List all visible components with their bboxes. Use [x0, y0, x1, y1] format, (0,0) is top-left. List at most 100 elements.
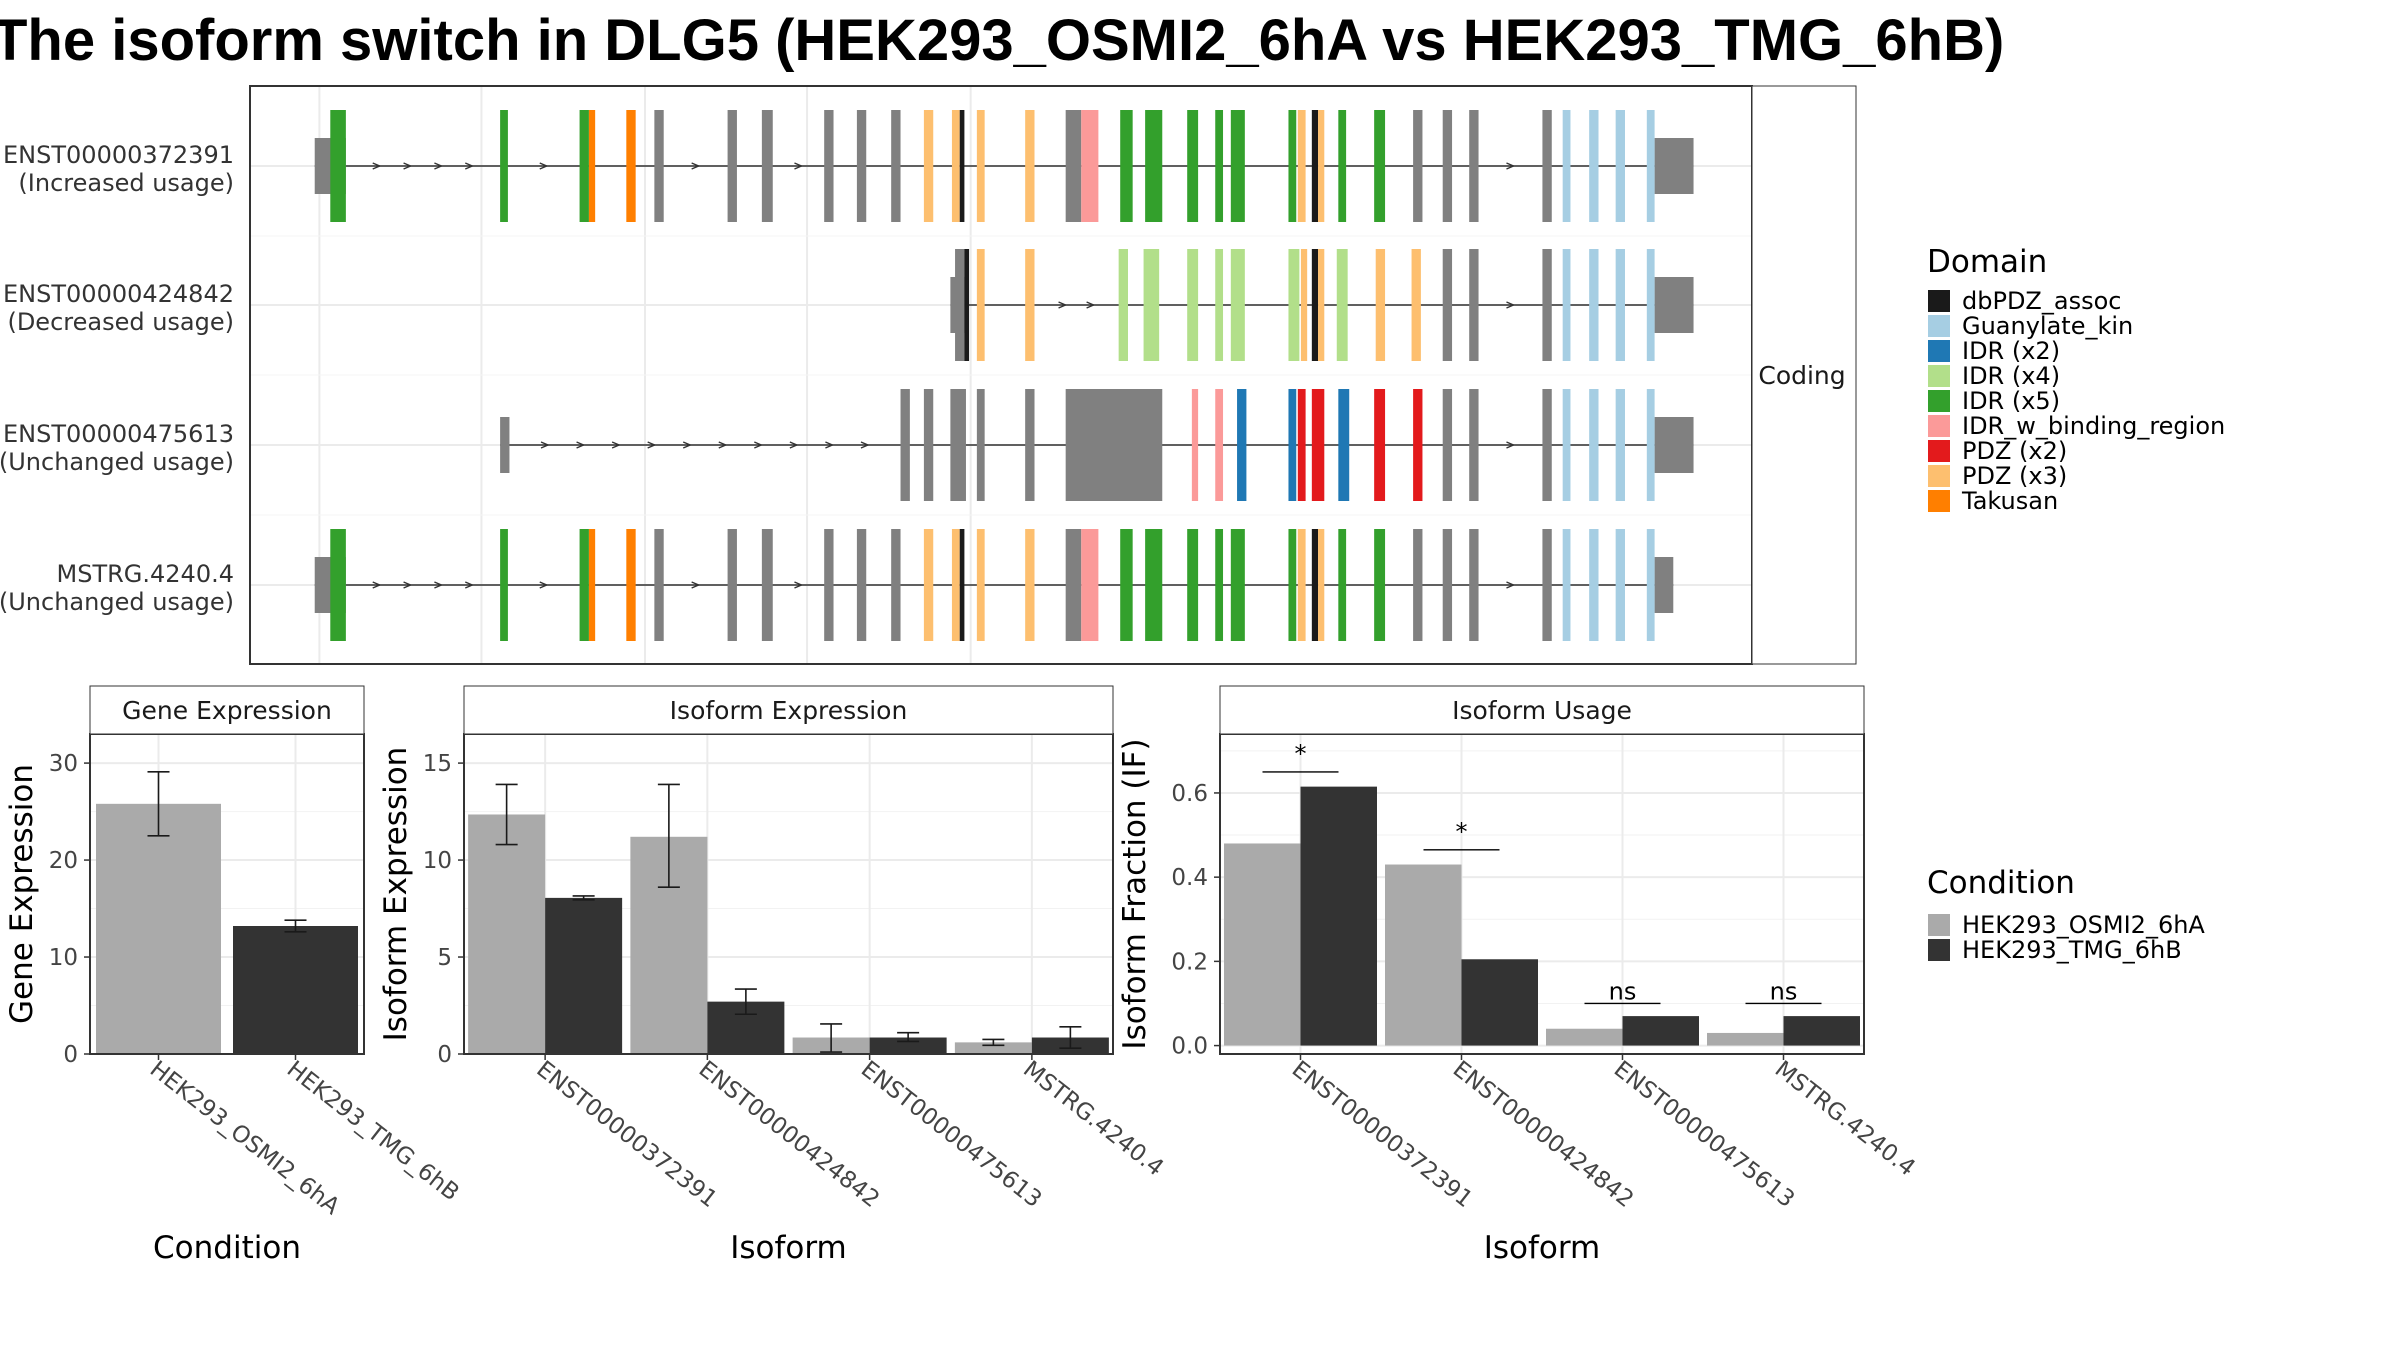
- exon-domain: [1318, 249, 1325, 361]
- utr-3prime: [1654, 138, 1694, 194]
- exon-coding: [1442, 529, 1453, 641]
- strand-arrow: [434, 581, 444, 589]
- strand-arrow: [825, 441, 835, 449]
- y-tick-label: 0: [63, 1042, 78, 1068]
- exon-domain: [923, 529, 934, 641]
- exon-domain: [1562, 110, 1571, 222]
- isoform-usage-label: (Unchanged usage): [0, 588, 234, 616]
- exon-domain: [330, 529, 346, 641]
- exon-domain: [1143, 249, 1160, 361]
- domain-legend-key: [1928, 290, 1950, 312]
- strand-arrow: [789, 441, 799, 449]
- exon-domain: [1615, 389, 1625, 501]
- exon-domain: [1646, 389, 1655, 501]
- x-axis-title: Condition: [153, 1230, 301, 1266]
- exon-domain: [923, 110, 934, 222]
- exon-domain: [1230, 110, 1245, 222]
- error-bar: [147, 771, 170, 837]
- panel-strip-label: Gene Expression: [122, 696, 332, 725]
- domain-legend-label: Guanylate_kin: [1962, 312, 2133, 340]
- bar: [1385, 864, 1462, 1046]
- strand-arrow: [403, 581, 413, 589]
- exon-domain: [1374, 529, 1386, 641]
- exon-domain: [579, 529, 589, 641]
- exon-domain: [1311, 389, 1325, 501]
- x-tick-label: ENST00000424842: [694, 1056, 884, 1213]
- exon-domain: [959, 110, 965, 222]
- exon-domain: [1297, 389, 1306, 501]
- strand-arrow: [1506, 301, 1516, 309]
- exon-domain: [1300, 249, 1308, 361]
- exon-coding: [1469, 110, 1479, 222]
- exon-domain: [1562, 249, 1571, 361]
- exon-coding: [1469, 529, 1479, 641]
- domain-legend-label: IDR (x2): [1962, 337, 2060, 365]
- facet-strip-bg: [1751, 85, 1857, 665]
- exon-domain: [1081, 529, 1099, 641]
- exon-domain: [1338, 110, 1347, 222]
- strand-arrow: [691, 581, 701, 589]
- exon-domain: [588, 529, 596, 641]
- bar: [1707, 1032, 1784, 1046]
- panel-strip-label: Isoform Usage: [1452, 696, 1632, 725]
- x-tick-label: ENST00000372391: [531, 1056, 721, 1213]
- y-axis-title: Isoform Expression: [378, 747, 414, 1042]
- exon-coding: [1542, 529, 1552, 641]
- exon-domain: [1288, 389, 1297, 501]
- significance-label: *: [1295, 740, 1307, 768]
- bar: [1300, 786, 1377, 1046]
- exon-domain: [1215, 529, 1224, 641]
- utr-5prime: [500, 417, 510, 473]
- exon-domain: [1375, 249, 1386, 361]
- exon-domain: [976, 110, 985, 222]
- domain-legend-label: Takusan: [1961, 487, 2058, 515]
- condition-legend-label: HEK293_OSMI2_6hA: [1962, 911, 2205, 939]
- exon-domain: [579, 110, 589, 222]
- bar: [468, 814, 546, 1054]
- utr-3prime: [1654, 557, 1674, 613]
- y-tick-label: 20: [49, 848, 78, 874]
- error-bar: [495, 783, 518, 846]
- strand-arrow: [540, 441, 550, 449]
- strand-arrow: [754, 441, 764, 449]
- exon-coding: [824, 110, 834, 222]
- exon-domain: [1318, 529, 1325, 641]
- strand-arrow: [1506, 581, 1516, 589]
- strand-arrow: [718, 441, 728, 449]
- exon-domain: [1025, 249, 1035, 361]
- exon-domain: [1311, 529, 1319, 641]
- exon-domain: [1297, 529, 1306, 641]
- exon-coding: [955, 249, 965, 361]
- bar: [954, 1042, 1032, 1054]
- exon-domain: [1311, 249, 1319, 361]
- error-bar: [1059, 1026, 1082, 1049]
- significance-label: ns: [1609, 977, 1637, 1005]
- strand-arrow: [794, 581, 804, 589]
- x-tick-label: ENST00000424842: [1448, 1056, 1638, 1213]
- exon-domain: [588, 110, 596, 222]
- y-tick-label: 0.2: [1171, 949, 1208, 975]
- exon-domain: [500, 110, 508, 222]
- exon-domain: [1288, 110, 1297, 222]
- error-bar: [657, 783, 680, 889]
- exon-domain: [1118, 249, 1128, 361]
- exon-coding: [856, 110, 867, 222]
- exon-domain: [1336, 249, 1348, 361]
- utr-3prime: [1654, 417, 1694, 473]
- domain-legend-label: dbPDZ_assoc: [1962, 287, 2121, 315]
- condition-legend-label: HEK293_TMG_6hB: [1962, 936, 2182, 964]
- exon-domain: [1215, 389, 1224, 501]
- exon-domain: [1646, 249, 1655, 361]
- domain-legend-key: [1928, 315, 1950, 337]
- exon-coding: [1413, 110, 1423, 222]
- exon-coding: [1469, 389, 1479, 501]
- exon-coding: [1442, 249, 1453, 361]
- strand-arrow: [1506, 441, 1516, 449]
- isoform-usage-label: (Decreased usage): [7, 308, 234, 336]
- exon-coding: [654, 529, 664, 641]
- utr-3prime: [1654, 277, 1694, 333]
- figure-title: The isoform switch in DLG5 (HEK293_OSMI2…: [0, 8, 2004, 73]
- bar: [545, 897, 623, 1054]
- bar: [1546, 1028, 1623, 1046]
